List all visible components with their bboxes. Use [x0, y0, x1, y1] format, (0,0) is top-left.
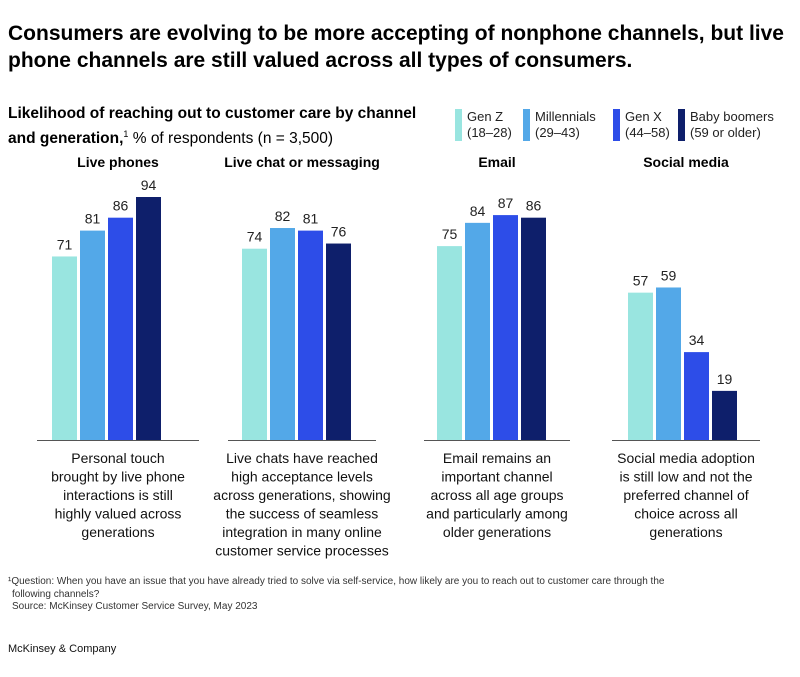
panel-caption-live-phones-line-4: highly valued across [55, 506, 182, 522]
panel-caption-email-line-2: important channel [441, 469, 552, 485]
footnote-question-line2: following channels? [12, 588, 100, 600]
data-label-live-phones-gen-z: 71 [57, 236, 73, 252]
panel-caption-email-line-5: older generations [443, 524, 551, 540]
bar-live-chat-or-messaging-gen-z [242, 248, 267, 440]
panel-caption-live-phones-line-3: interactions is still [63, 487, 173, 503]
panel-caption-social-media-line-4: choice across all [634, 506, 738, 522]
bar-social-media-millennials [656, 287, 681, 440]
bar-social-media-gen-x [684, 352, 709, 440]
bar-live-chat-or-messaging-baby-boomers [326, 243, 351, 440]
panel-caption-email-line-4: and particularly among [426, 506, 568, 522]
footnote-source: Source: McKinsey Customer Service Survey… [12, 601, 258, 612]
panel-caption-social-media-line-2: is still low and not the [619, 469, 752, 485]
bar-live-phones-baby-boomers [136, 197, 161, 440]
data-label-live-chat-or-messaging-gen-z: 74 [247, 229, 263, 245]
panel-caption-live-chat-or-messaging-line-1: Live chats have reached [226, 450, 378, 466]
data-label-live-phones-baby-boomers: 94 [141, 177, 157, 193]
footnote-question-line1: ¹Question: When you have an issue that y… [8, 576, 665, 587]
panel-caption-live-phones-line-2: brought by live phone [51, 469, 185, 485]
bar-email-millennials [465, 222, 490, 440]
subtitle-rest: % of respondents (n = 3,500) [128, 130, 334, 148]
panel-title-social-media: Social media [643, 154, 729, 170]
bar-chart: Live phones 71 81 86 94 Personal touch brought… [37, 154, 760, 559]
footnote: ¹Question: When you have an issue that y… [8, 576, 728, 614]
panel-title-live-phones: Live phones [77, 154, 159, 170]
footnote-marker: 1 [123, 129, 129, 139]
data-label-email-gen-x: 87 [498, 195, 514, 211]
bar-live-phones-gen-x [108, 217, 133, 440]
panel-caption-social-media-line-5: generations [649, 524, 722, 540]
data-label-live-chat-or-messaging-millennials: 82 [275, 208, 291, 224]
data-label-social-media-baby-boomers: 19 [717, 371, 733, 387]
data-label-live-phones-gen-x: 86 [113, 198, 129, 214]
chart-area: Live phones 71 81 86 94 Personal touch brought… [0, 150, 800, 570]
bar-live-phones-millennials [80, 230, 105, 440]
panel-caption-live-chat-or-messaging-line-6: customer service processes [215, 543, 389, 559]
data-label-social-media-millennials: 59 [661, 267, 677, 283]
legend-swatch-baby-boomers [678, 109, 685, 141]
legend-range-gen-x: (44–58) [625, 125, 670, 140]
chart-headline: Consumers are evolving to be more accept… [8, 22, 784, 72]
legend-swatch-gen-x [613, 109, 620, 141]
legend-label-gen-x: Gen X [625, 109, 662, 124]
data-label-email-gen-z: 75 [442, 226, 458, 242]
data-label-live-chat-or-messaging-gen-x: 81 [303, 211, 319, 227]
subtitle-bold: Likelihood of reaching out to customer c… [8, 105, 417, 148]
legend-label-baby-boomers: Baby boomers [690, 109, 774, 124]
bar-email-gen-z [437, 246, 462, 440]
panel-title-live-chat-or-messaging: Live chat or messaging [224, 154, 380, 170]
brand-name: McKinsey & Company [8, 643, 117, 655]
panel-title-email: Email [478, 154, 515, 170]
bar-live-chat-or-messaging-millennials [270, 228, 295, 440]
data-label-social-media-gen-z: 57 [633, 273, 649, 289]
legend-swatch-millennials [523, 109, 530, 141]
panel-caption-social-media-line-3: preferred channel of [623, 487, 748, 503]
panel-caption-live-chat-or-messaging-line-5: integration in many online [222, 524, 382, 540]
panel-caption-live-phones-line-1: Personal touch [71, 450, 164, 466]
data-label-live-chat-or-messaging-baby-boomers: 76 [331, 224, 347, 240]
bar-live-chat-or-messaging-gen-x [298, 230, 323, 440]
legend-range-gen-z: (18–28) [467, 125, 512, 140]
panel-caption-email-line-1: Email remains an [443, 450, 551, 466]
bar-social-media-gen-z [628, 292, 653, 440]
legend-range-millennials: (29–43) [535, 125, 580, 140]
legend-range-baby-boomers: (59 or older) [690, 125, 761, 140]
legend-label-gen-z: Gen Z [467, 109, 504, 124]
legend-label-millennials: Millennials [535, 109, 596, 124]
panel-caption-live-chat-or-messaging-line-3: across generations, showing [213, 487, 390, 503]
bar-email-gen-x [493, 215, 518, 440]
bar-email-baby-boomers [521, 217, 546, 440]
legend-swatch-gen-z [455, 109, 462, 141]
chart-subtitle: Likelihood of reaching out to customer c… [8, 104, 448, 149]
data-label-social-media-gen-x: 34 [689, 332, 705, 348]
panel-caption-live-chat-or-messaging-line-4: the success of seamless [226, 506, 379, 522]
panel-caption-social-media-line-1: Social media adoption [617, 450, 755, 466]
panel-caption-live-phones-line-5: generations [81, 524, 154, 540]
data-label-live-phones-millennials: 81 [85, 211, 101, 227]
bar-social-media-baby-boomers [712, 390, 737, 440]
data-label-email-baby-boomers: 86 [526, 198, 542, 214]
panel-caption-live-chat-or-messaging-line-2: high acceptance levels [231, 469, 373, 485]
panel-caption-email-line-3: across all age groups [430, 487, 563, 503]
data-label-email-millennials: 84 [470, 203, 486, 219]
bar-live-phones-gen-z [52, 256, 77, 440]
